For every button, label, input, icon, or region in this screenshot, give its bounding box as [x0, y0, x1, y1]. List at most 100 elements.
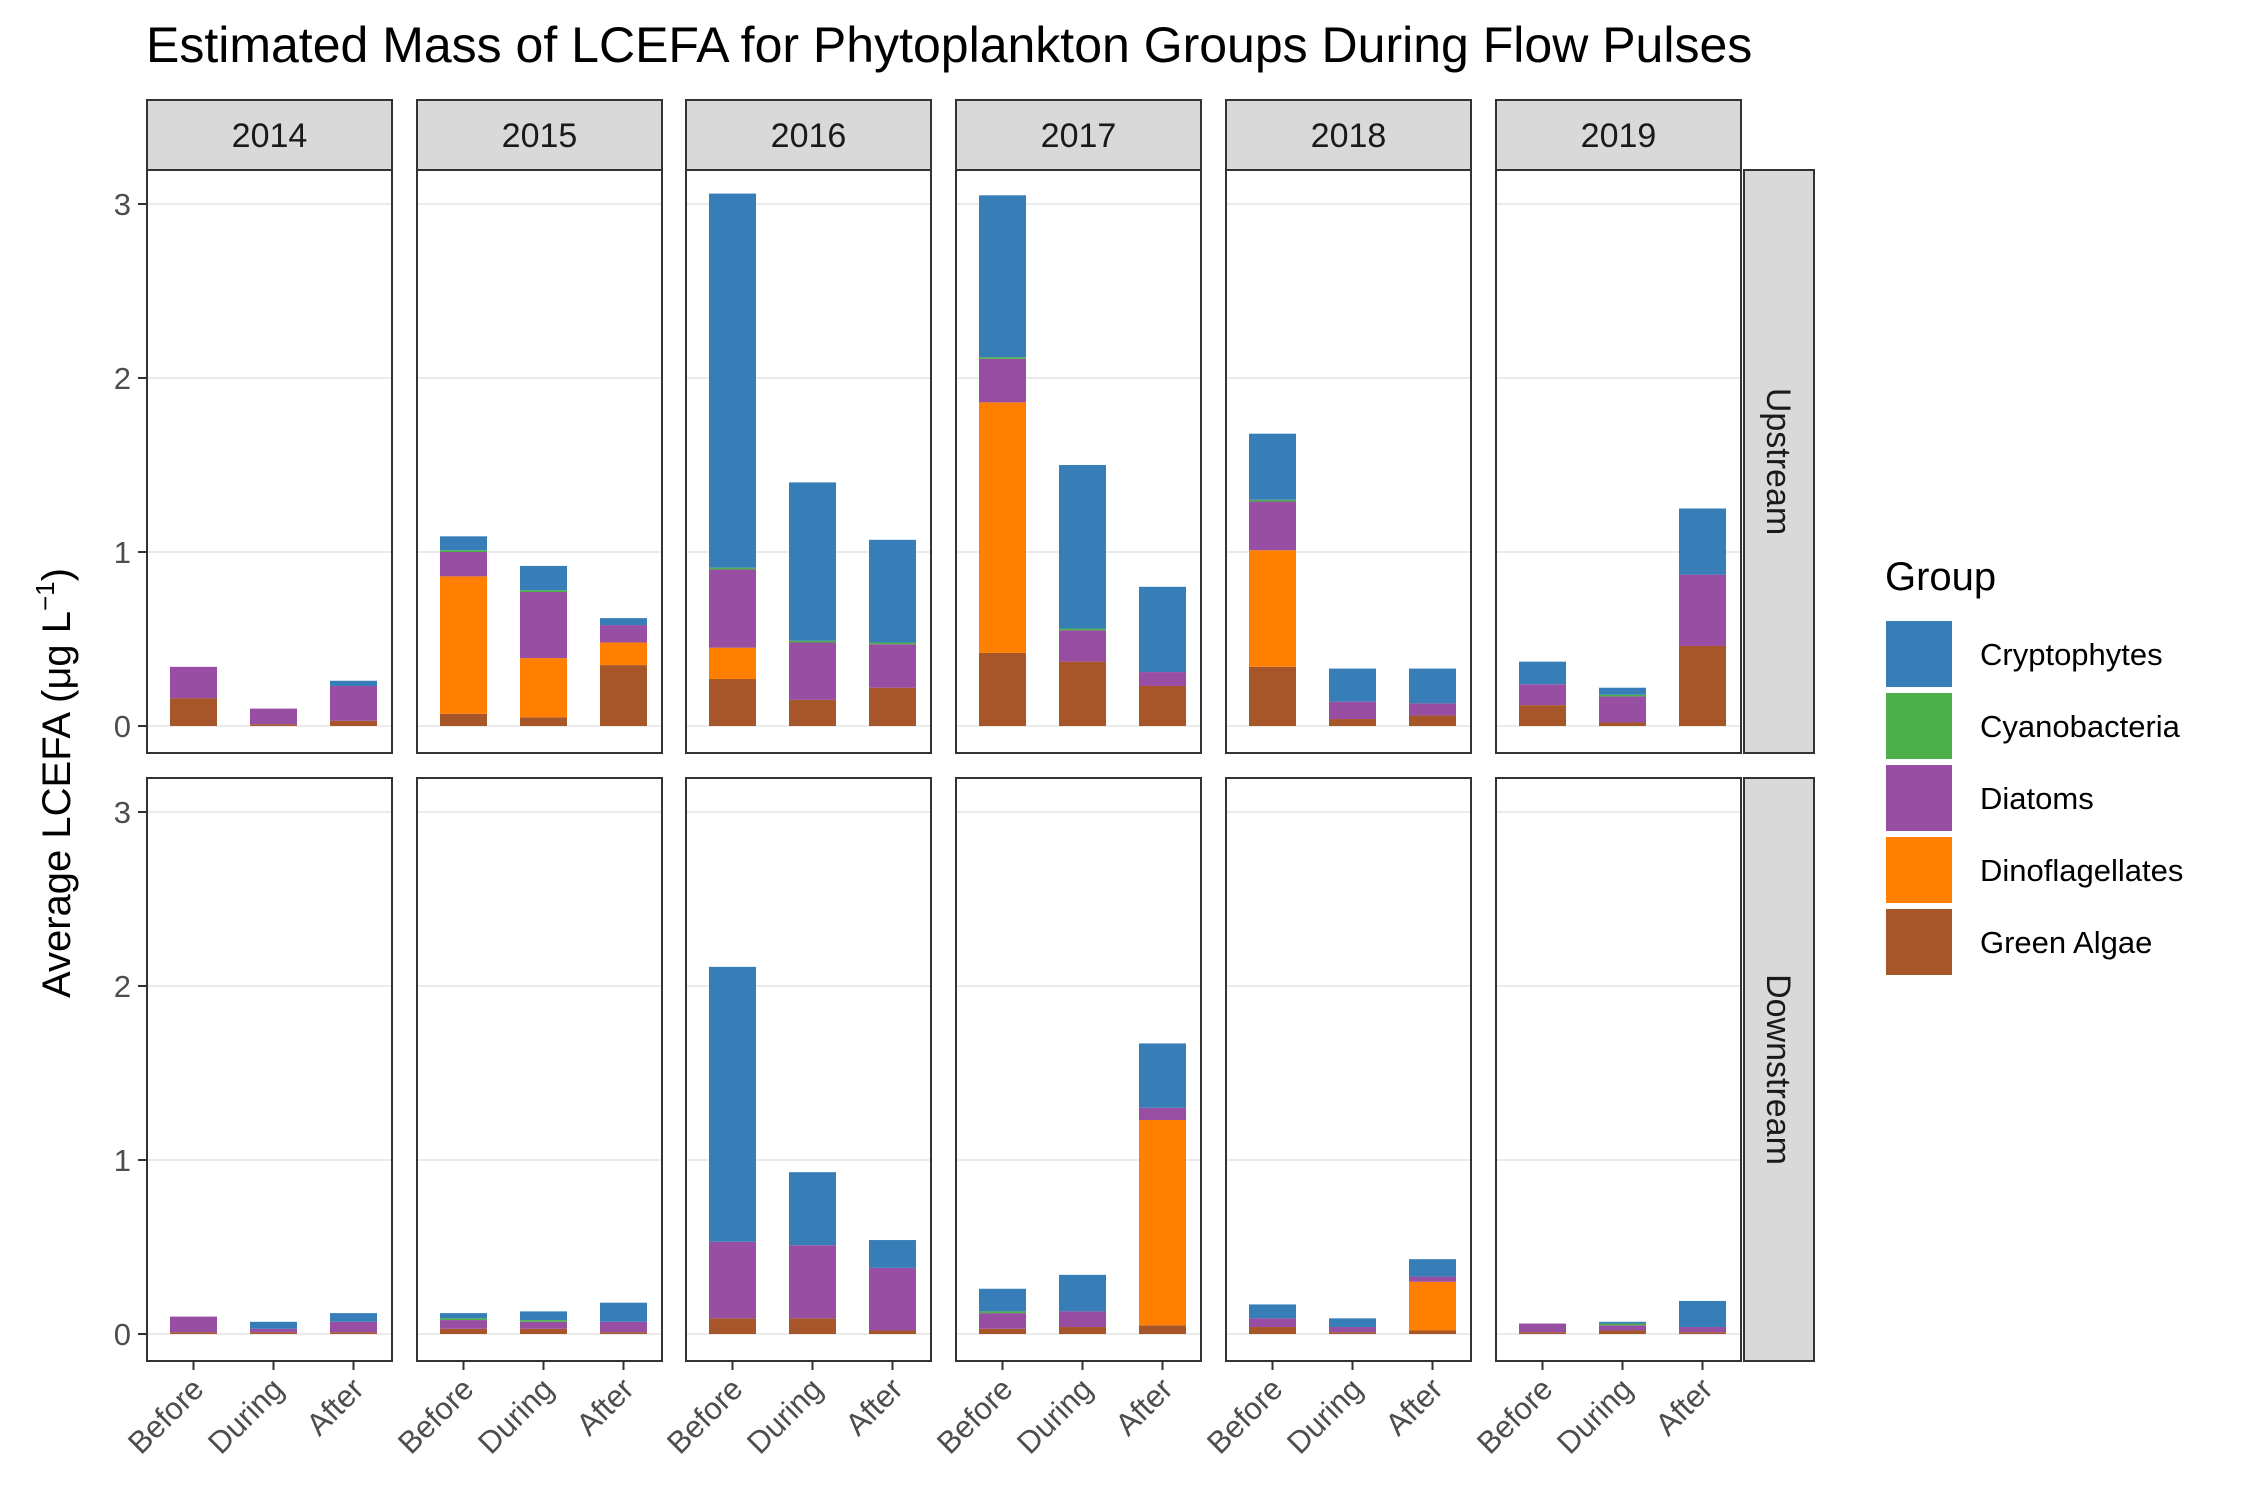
bar-segment-diatoms	[330, 1321, 377, 1333]
bar-during	[789, 1172, 836, 1334]
bar-segment-dinoflagellates	[1409, 1281, 1456, 1331]
bar-segment-green-algae	[1139, 685, 1186, 726]
legend-label: Diatoms	[1980, 781, 2094, 816]
bar-segment-cryptophytes	[1409, 668, 1456, 704]
bar-segment-diatoms	[1409, 703, 1456, 716]
bar-segment-green-algae	[520, 1328, 567, 1334]
bar-segment-green-algae	[330, 720, 377, 726]
strip-2015: 2015	[416, 99, 663, 171]
bar-segment-cryptophytes	[600, 618, 647, 626]
bar-segment-green-algae	[250, 1332, 297, 1334]
bar-segment-green-algae	[1329, 719, 1376, 726]
strip-background	[1495, 99, 1742, 171]
bar-segment-green-algae	[520, 717, 567, 726]
x-tick-label: During	[1010, 1371, 1099, 1460]
bar-segment-diatoms	[600, 625, 647, 643]
bar-after	[869, 539, 916, 726]
bar-segment-cryptophytes	[979, 1288, 1026, 1312]
bar-segment-green-algae	[170, 698, 217, 726]
bar-segment-diatoms	[1139, 1107, 1186, 1120]
bar-segment-green-algae	[1599, 1330, 1646, 1334]
bar-segment-green-algae	[979, 652, 1026, 726]
bar-segment-green-algae	[979, 1328, 1026, 1334]
bar-during	[520, 565, 567, 726]
bar-segment-green-algae	[1519, 1332, 1566, 1334]
bar-segment-diatoms	[330, 685, 377, 721]
strip-label: 2017	[1041, 117, 1117, 155]
bar-before	[440, 536, 487, 726]
strip-label: Upstream	[1759, 388, 1797, 535]
bar-segment-diatoms	[1599, 1325, 1646, 1331]
bar-segment-green-algae	[1329, 1332, 1376, 1334]
panel-border	[416, 777, 663, 1362]
x-tick-label: Before	[1470, 1371, 1559, 1460]
bar-segment-green-algae	[600, 1332, 647, 1334]
bar-before	[1519, 1323, 1566, 1334]
panel-border	[955, 169, 1202, 754]
bar-segment-cyanobacteria	[709, 567, 756, 570]
bar-segment-green-algae	[1679, 1332, 1726, 1334]
bar-after	[1679, 508, 1726, 726]
bar-segment-diatoms	[1249, 501, 1296, 551]
bar-before	[979, 1288, 1026, 1334]
bar-segment-diatoms	[1599, 696, 1646, 723]
bar-segment-green-algae	[1409, 1330, 1456, 1334]
bar-segment-cryptophytes	[250, 1321, 297, 1329]
x-tick-label: Before	[660, 1371, 749, 1460]
bar-segment-green-algae	[440, 713, 487, 726]
strip-label: 2016	[771, 117, 847, 155]
bar-segment-cryptophytes	[979, 195, 1026, 358]
panels-grid: 2014 2015 2016 2017 2018 2019 Upstream Downstre…	[114, 99, 1815, 1461]
bar-segment-cryptophytes	[520, 1311, 567, 1321]
bar-before	[1519, 661, 1566, 726]
x-tick-label: During	[471, 1371, 560, 1460]
bar-segment-diatoms	[709, 569, 756, 648]
y-tick-label: 3	[114, 795, 131, 830]
bar-segment-cryptophytes	[1599, 687, 1646, 695]
panel-upstream-2017	[955, 169, 1202, 754]
bar-segment-diatoms	[1679, 1327, 1726, 1333]
strip-2019: 2019	[1495, 99, 1742, 171]
panel-border	[1495, 169, 1742, 754]
bar-segment-green-algae	[789, 699, 836, 726]
bar-segment-green-algae	[709, 1318, 756, 1334]
bar-segment-diatoms	[1519, 684, 1566, 706]
bar-before	[170, 1316, 217, 1334]
bar-after	[869, 1240, 916, 1334]
bar-segment-diatoms	[869, 644, 916, 688]
legend-swatch	[1884, 763, 1954, 833]
bar-segment-cryptophytes	[1249, 1304, 1296, 1319]
bar-segment-diatoms	[1249, 1318, 1296, 1328]
bar-segment-green-algae	[1599, 722, 1646, 726]
x-tick-label: Before	[930, 1371, 1019, 1460]
bar-segment-cryptophytes	[1409, 1259, 1456, 1277]
legend-label: Dinoflagellates	[1980, 853, 2183, 888]
bar-segment-cryptophytes	[1249, 433, 1296, 500]
bar-segment-dinoflagellates	[1249, 550, 1296, 667]
bar-segment-cryptophytes	[1329, 1318, 1376, 1328]
bar-during	[520, 1311, 567, 1334]
bar-after	[1409, 668, 1456, 726]
bar-segment-cryptophytes	[440, 536, 487, 551]
bar-segment-cryptophytes	[1139, 586, 1186, 673]
bar-after	[1679, 1300, 1726, 1334]
bar-segment-cryptophytes	[600, 1302, 647, 1322]
y-tick-label: 3	[114, 187, 131, 222]
bar-segment-diatoms	[1329, 1327, 1376, 1333]
bar-segment-cryptophytes	[330, 1313, 377, 1322]
legend: Group Cryptophytes Cyanobacteria Diatoms Din…	[1884, 555, 2183, 977]
x-tick-label: During	[201, 1371, 290, 1460]
x-tick-label: After	[838, 1371, 909, 1442]
strip-label: Downstream	[1759, 974, 1797, 1165]
bar-during	[250, 708, 297, 726]
bar-segment-cyanobacteria	[1249, 499, 1296, 502]
panel-upstream-2016	[685, 169, 932, 754]
bar-after	[600, 1302, 647, 1334]
strip-background	[1743, 169, 1815, 754]
legend-item-dinoflagellates: Dinoflagellates	[1884, 835, 2183, 905]
bar-segment-cryptophytes	[869, 539, 916, 643]
